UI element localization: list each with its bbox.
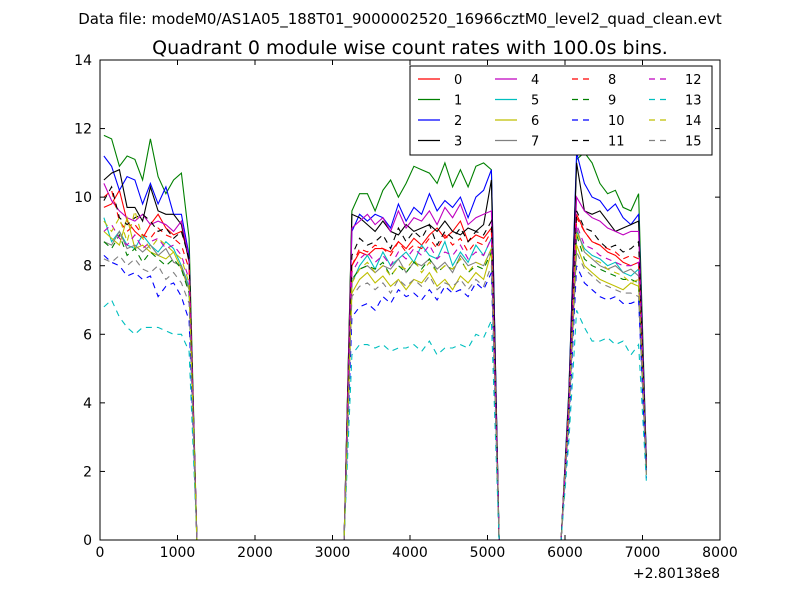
y-tick-label: 10 bbox=[74, 190, 92, 206]
legend-label-6: 6 bbox=[531, 114, 539, 129]
x-tick-label: 1000 bbox=[160, 545, 196, 561]
series-line-14 bbox=[103, 208, 647, 540]
legend-label-14: 14 bbox=[685, 114, 702, 129]
x-tick-label: 6000 bbox=[547, 545, 583, 561]
legend-label-13: 13 bbox=[685, 94, 702, 109]
y-tick-label: 14 bbox=[74, 53, 92, 69]
y-tick-label: 2 bbox=[83, 464, 92, 480]
y-tick-label: 12 bbox=[74, 122, 92, 138]
legend-label-15: 15 bbox=[685, 135, 702, 150]
y-tick-label: 4 bbox=[83, 396, 92, 412]
data-file-title: Data file: modeM0/AS1A05_188T01_90000025… bbox=[78, 10, 722, 29]
legend-label-2: 2 bbox=[454, 114, 462, 129]
legend-label-9: 9 bbox=[608, 94, 616, 109]
y-tick-label: 8 bbox=[83, 259, 92, 275]
x-tick-label: 3000 bbox=[315, 545, 351, 561]
x-tick-label: 5000 bbox=[470, 545, 506, 561]
legend-label-3: 3 bbox=[454, 135, 462, 150]
x-tick-label: 4000 bbox=[392, 545, 428, 561]
series-line-15 bbox=[103, 251, 647, 540]
x-tick-label: 0 bbox=[96, 545, 105, 561]
axis-ticks: 0 1000 2000 3000 4000 5000 6000 7000 80000246810… bbox=[74, 53, 738, 561]
legend-label-5: 5 bbox=[531, 94, 539, 109]
legend-label-11: 11 bbox=[608, 135, 625, 150]
y-tick-label: 6 bbox=[83, 327, 92, 343]
series-line-13 bbox=[103, 299, 647, 540]
legend-label-10: 10 bbox=[608, 114, 625, 129]
legend-label-4: 4 bbox=[531, 73, 539, 88]
legend-label-1: 1 bbox=[454, 94, 462, 109]
y-tick-label: 0 bbox=[83, 533, 92, 549]
legend-label-8: 8 bbox=[608, 73, 616, 88]
series-line-5 bbox=[103, 217, 647, 540]
legend-label-0: 0 bbox=[454, 73, 462, 88]
series-line-6 bbox=[103, 215, 647, 540]
x-offset-label: +2.80138e8 bbox=[633, 566, 720, 582]
chart-title: Quadrant 0 module wise count rates with … bbox=[152, 37, 668, 59]
legend-label-7: 7 bbox=[531, 135, 539, 150]
series-line-10 bbox=[103, 254, 647, 540]
x-tick-label: 2000 bbox=[237, 545, 273, 561]
x-tick-label: 8000 bbox=[702, 545, 738, 561]
legend-label-12: 12 bbox=[685, 73, 702, 88]
series-layer bbox=[103, 134, 647, 540]
x-tick-label: 7000 bbox=[625, 545, 661, 561]
